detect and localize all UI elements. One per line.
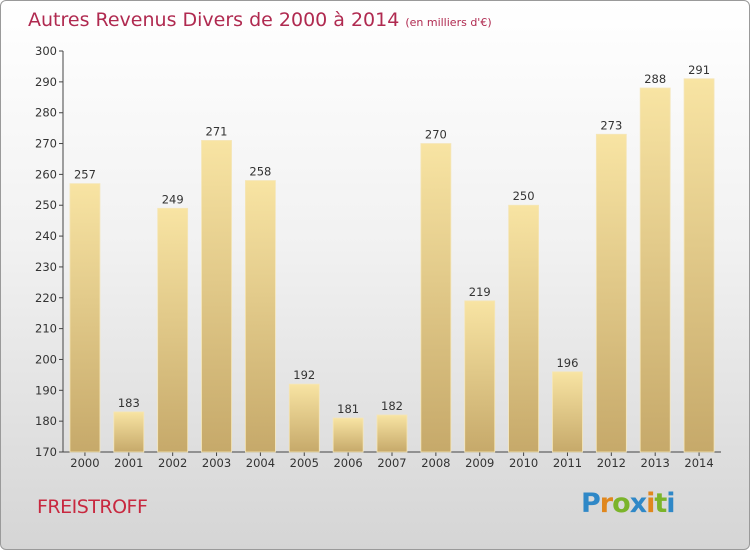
y-tick-label: 250 [35,198,57,212]
value-label-2010: 250 [513,189,535,203]
bars: 257 183 249 271 258 192 181 182 270 219 250 196 273 2… [69,63,715,453]
bar-2003 [201,140,232,453]
bar-2008 [420,143,452,453]
value-label-2013: 288 [644,72,666,86]
x-tick-label-2000: 2000 [70,456,99,470]
bar-2005 [288,383,320,453]
y-tick-label: 290 [35,75,57,89]
bar-2014 [683,78,715,453]
y-tick-label: 280 [35,106,57,120]
y-tick-label: 240 [35,229,57,243]
value-label-2000: 257 [74,168,96,182]
value-label-2007: 182 [381,399,403,413]
x-tick-label-2006: 2006 [333,456,362,470]
value-label-2011: 196 [556,356,578,370]
value-label-2004: 258 [249,165,271,179]
city-name: FREISTROFF [37,496,148,518]
bar-2001 [113,411,145,453]
x-tick-label-2011: 2011 [553,456,582,470]
value-label-2003: 271 [206,124,228,138]
x-tick-label-2001: 2001 [114,456,143,470]
y-tick-label: 220 [35,291,57,305]
y-tick-label: 300 [35,44,57,58]
proxiti-logo: Proxiti [581,488,676,519]
x-tick-label-2007: 2007 [377,456,406,470]
x-tick-label-2013: 2013 [641,456,670,470]
x-tick-label-2005: 2005 [290,456,319,470]
y-tick-label: 200 [35,352,57,366]
y-tick-label: 270 [35,137,57,151]
value-label-2009: 219 [469,285,491,299]
bar-2006 [332,417,364,453]
bar-2007 [376,414,408,453]
y-tick-label: 210 [35,322,57,336]
x-tick-label-2009: 2009 [465,456,494,470]
bar-2009 [464,300,496,453]
x-tick-label-2012: 2012 [597,456,626,470]
y-tick-label: 230 [35,260,57,274]
y-tick-label: 180 [35,414,57,428]
bar-2002 [157,207,189,453]
value-label-2001: 183 [118,396,140,410]
value-label-2006: 181 [337,402,359,416]
x-tick-label-2003: 2003 [202,456,231,470]
bar-2010 [508,204,540,453]
x-tick-label-2014: 2014 [684,456,713,470]
bar-2012 [595,133,627,453]
value-label-2014: 291 [688,63,710,77]
value-label-2002: 249 [162,192,184,206]
value-label-2008: 270 [425,128,447,142]
y-tick-label: 190 [35,383,57,397]
y-tick-label: 260 [35,167,57,181]
x-tick-label-2010: 2010 [509,456,538,470]
chart-title: Autres Revenus Divers de 2000 à 2014 (en … [28,9,492,31]
chart-title-text: Autres Revenus Divers de 2000 à 2014 [28,9,400,31]
value-label-2012: 273 [600,118,622,132]
bar-2004 [244,180,276,453]
bar-2011 [552,371,583,453]
bar-2000 [69,183,101,453]
chart-unit: (en milliers d'€) [405,16,492,29]
bar-2013 [639,87,671,453]
x-tick-label-2002: 2002 [158,456,187,470]
value-label-2005: 192 [293,368,315,382]
x-tick-label-2008: 2008 [421,456,450,470]
y-tick-label: 170 [35,445,57,459]
x-tick-label-2004: 2004 [246,456,275,470]
